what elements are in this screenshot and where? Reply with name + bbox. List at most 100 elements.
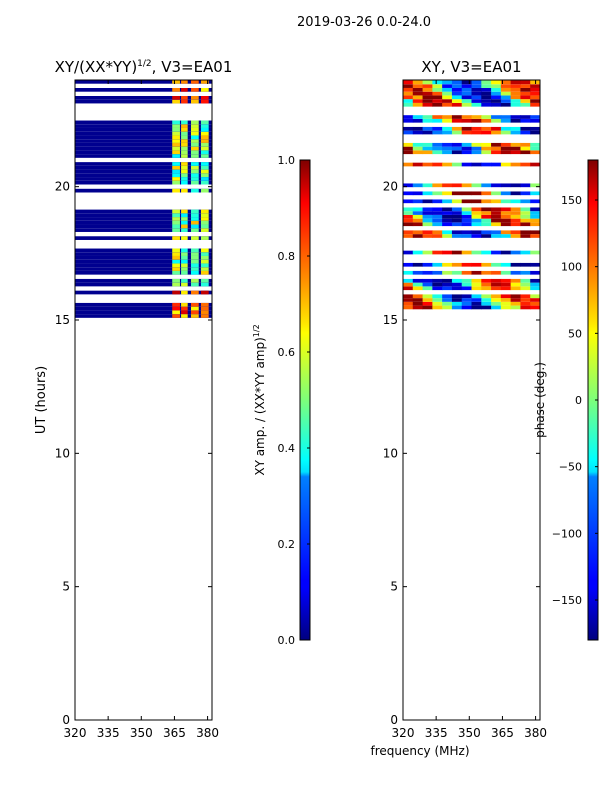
amplitude-cell (191, 282, 199, 287)
phase-cell (451, 282, 463, 287)
amplitude-stripe (75, 228, 212, 232)
amplitude-cell (200, 169, 209, 174)
phase-cell (422, 286, 433, 291)
amplitude-cell (200, 99, 209, 104)
phase-plot-frame (402, 79, 541, 721)
phase-colorbar-ticks: −150 −100 −50 0 50 100 150 (552, 194, 598, 607)
phase-cell (422, 222, 433, 227)
amplitude-cell (172, 267, 180, 271)
phase-cell (481, 298, 492, 302)
phase-cell (403, 218, 414, 223)
phase-cell (461, 207, 472, 212)
amplitude-cell (200, 177, 209, 181)
phase-cell (403, 84, 414, 88)
amplitude-cell (181, 314, 188, 318)
phase-cell (403, 214, 414, 219)
phase-axis-ticks: 320 335 350 365 380 0 5 10 15 20 (383, 80, 547, 740)
phase-cell (530, 115, 540, 119)
phase-cell (403, 91, 414, 96)
phase-cell (451, 162, 463, 167)
phase-cell (481, 115, 492, 119)
phase-cell (412, 142, 424, 147)
phase-cell (403, 278, 414, 283)
phase-cell (422, 301, 433, 306)
amplitude-cell (172, 213, 180, 218)
amplitude-cell (181, 306, 188, 311)
phase-cell (530, 222, 540, 227)
amplitude-cell (172, 180, 180, 185)
phase-cell (412, 298, 424, 302)
amplitude-cell (191, 228, 199, 232)
phase-cell (491, 294, 502, 299)
phase-cell (461, 214, 472, 219)
phase-cell (530, 282, 540, 287)
phase-cell (412, 84, 424, 88)
amplitude-cell (191, 188, 199, 193)
phase-cell (481, 95, 492, 100)
amplitude-cell (181, 213, 188, 218)
phase-cell (500, 222, 512, 227)
phase-cell (412, 286, 424, 291)
phase-cell (432, 191, 443, 196)
phase-cell (471, 301, 482, 306)
amplitude-colorbar-tick-label: 0.2 (278, 538, 296, 551)
amplitude-cell (200, 131, 209, 136)
amplitude-stripe (75, 124, 212, 128)
phase-cell (442, 270, 453, 275)
phase-cell (442, 142, 453, 147)
phase-cell (442, 115, 453, 119)
phase-cell (481, 211, 492, 215)
phase-cell (451, 262, 463, 267)
phase-cell (432, 102, 443, 107)
phase-cell (461, 118, 472, 123)
phase-cell (442, 250, 453, 255)
phase-cell (520, 118, 531, 123)
phase-cell (442, 191, 453, 196)
amplitude-stripe (75, 120, 212, 125)
phase-cell (510, 80, 521, 85)
amplitude-stripe (75, 267, 212, 271)
amplitude-cell (172, 139, 180, 143)
phase-cell (471, 207, 482, 212)
amplitude-stripe (75, 165, 212, 170)
phase-cell (442, 282, 453, 287)
phase-cell (422, 102, 433, 107)
amplitude-cell (200, 256, 209, 260)
phase-cell (471, 118, 482, 123)
amplitude-cell (200, 248, 209, 253)
phase-cell (451, 207, 463, 212)
phase-cell (500, 102, 512, 107)
phase-xlabel: frequency (MHz) (370, 744, 469, 758)
amplitude-cell (191, 270, 199, 275)
phase-cell (461, 218, 472, 223)
phase-cell (412, 234, 424, 238)
amplitude-cell (181, 217, 188, 221)
phase-cell (412, 207, 424, 212)
amplitude-cell (191, 80, 199, 84)
phase-cell (471, 80, 482, 85)
phase-cell (403, 146, 414, 151)
phase-cell (510, 250, 521, 255)
amplitude-cell (191, 220, 199, 225)
amplitude-cell (191, 259, 199, 264)
phase-cell (403, 286, 414, 291)
phase-cell (471, 214, 482, 219)
amplitude-cell (191, 165, 199, 170)
phase-cell (403, 298, 414, 302)
amplitude-cell (172, 96, 180, 100)
amplitude-stripe (75, 306, 212, 311)
phase-cell (422, 130, 433, 135)
amplitude-stripe (75, 80, 212, 84)
amplitude-cell (200, 154, 209, 158)
amplitude-cell (191, 169, 199, 174)
phase-cell (491, 250, 502, 255)
amplitude-stripe (75, 278, 212, 283)
phase-cell (451, 130, 463, 135)
phase-cell (520, 211, 531, 215)
phase-cell (403, 95, 414, 100)
amplitude-stripe (75, 142, 212, 147)
phase-cell (491, 230, 502, 235)
amplitude-cell (200, 139, 209, 143)
phase-cell (461, 115, 472, 119)
phase-cell (491, 183, 502, 188)
